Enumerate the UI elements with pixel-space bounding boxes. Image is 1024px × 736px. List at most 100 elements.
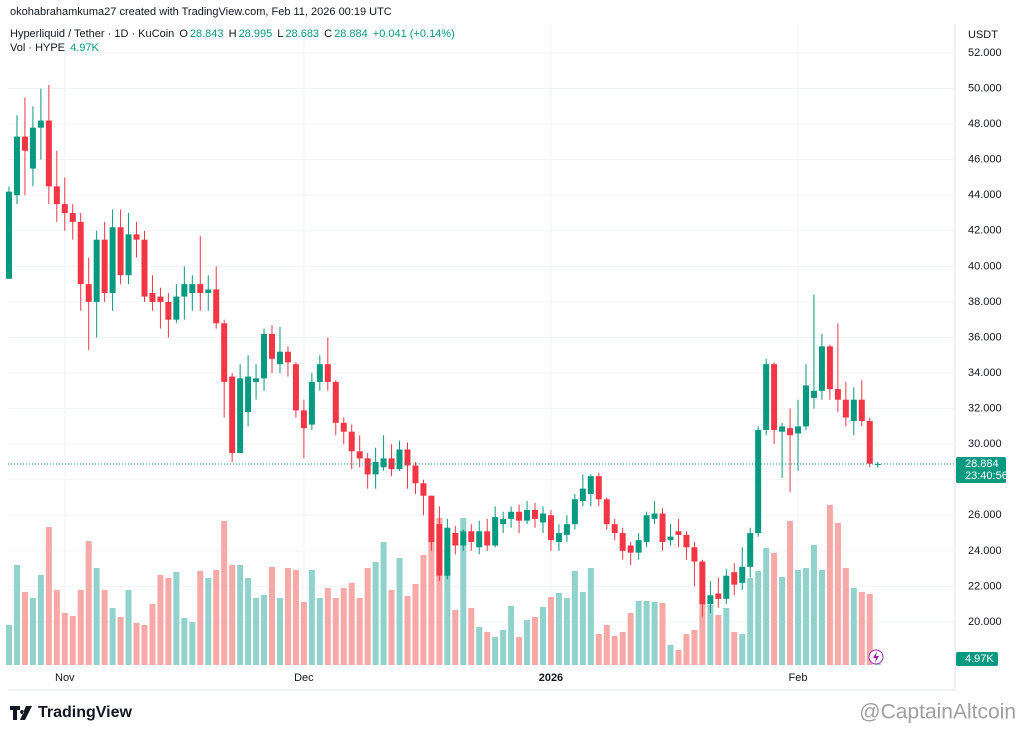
volume-bar bbox=[229, 564, 236, 665]
volume-bar bbox=[619, 631, 626, 665]
candle-body bbox=[340, 422, 347, 432]
candle-body bbox=[659, 513, 666, 542]
candle-body bbox=[500, 518, 507, 525]
volume-bar bbox=[117, 617, 124, 665]
volume-bar bbox=[715, 614, 722, 665]
candle-body bbox=[404, 449, 411, 466]
candle-body bbox=[364, 458, 371, 475]
countdown: 23:40:56 bbox=[965, 470, 1008, 482]
volume-bar bbox=[61, 612, 68, 665]
x-tick-label: Nov bbox=[55, 672, 75, 684]
volume-bar bbox=[29, 597, 36, 665]
candle-body bbox=[85, 284, 92, 302]
y-tick-label: 48.000 bbox=[968, 118, 1002, 130]
volume-bar bbox=[803, 567, 809, 665]
volume-bar bbox=[460, 517, 467, 665]
candle-body bbox=[221, 323, 228, 382]
volume-legend: Vol · HYPE 4.97K bbox=[10, 42, 101, 54]
volume-bar bbox=[21, 591, 28, 665]
candle-body bbox=[37, 120, 44, 128]
volume-bar bbox=[508, 605, 515, 665]
tradingview-logo bbox=[10, 706, 32, 720]
candle-body bbox=[691, 547, 698, 562]
volume-bar bbox=[787, 520, 794, 665]
candle-body bbox=[316, 364, 323, 382]
candle-body bbox=[723, 575, 730, 599]
candle-body bbox=[508, 511, 515, 519]
candle-body bbox=[826, 346, 833, 390]
volume-bar bbox=[372, 561, 379, 665]
candle-body bbox=[771, 364, 778, 430]
candle-body bbox=[269, 333, 276, 359]
candle-body bbox=[69, 213, 76, 222]
volume-bar bbox=[444, 541, 451, 665]
candle-body bbox=[699, 561, 706, 605]
volume-bar bbox=[850, 587, 857, 665]
volume-bar bbox=[269, 566, 276, 665]
volume-bar bbox=[77, 589, 84, 665]
volume-bar bbox=[699, 602, 706, 665]
candle-body bbox=[101, 239, 108, 294]
volume-bar bbox=[707, 604, 714, 665]
y-tick-label: 24.000 bbox=[968, 545, 1002, 557]
candle-body bbox=[396, 449, 403, 470]
candle-body bbox=[428, 495, 435, 542]
volume-bar bbox=[532, 617, 539, 665]
volume-bar bbox=[197, 570, 204, 665]
candle-body bbox=[53, 186, 60, 205]
candle-body bbox=[715, 593, 722, 599]
volume-bar bbox=[45, 526, 52, 665]
y-tick-label: 26.000 bbox=[968, 509, 1002, 521]
volume-bar bbox=[157, 574, 164, 665]
candle-body bbox=[117, 227, 124, 276]
candle-body bbox=[858, 399, 865, 422]
candle-body bbox=[253, 378, 260, 382]
volume-bar bbox=[380, 541, 387, 665]
candle-body bbox=[810, 390, 817, 398]
price-tag-value: 28.884 bbox=[965, 458, 999, 470]
candle-body bbox=[412, 465, 419, 484]
volume-bar bbox=[476, 627, 483, 665]
candle-body bbox=[763, 364, 770, 430]
y-tick-label: 30.000 bbox=[968, 438, 1002, 450]
vol-value: 4.97K bbox=[70, 42, 99, 54]
volume-bar bbox=[866, 593, 873, 665]
legend: Hyperliquid / Tether · 1D · KuCoin O 28.8… bbox=[10, 28, 457, 40]
volume-bar bbox=[611, 635, 618, 665]
candle-body bbox=[683, 534, 690, 548]
volume-bar bbox=[412, 583, 419, 665]
volume-bar bbox=[659, 602, 666, 665]
volume-bar bbox=[316, 597, 323, 665]
candle-body bbox=[13, 136, 20, 196]
volume-bar bbox=[348, 582, 355, 665]
volume-bar bbox=[858, 591, 865, 665]
volume-bar bbox=[181, 617, 188, 665]
price-tag bbox=[956, 457, 1006, 484]
change: +0.041 (+0.14%) bbox=[372, 28, 455, 40]
candle-body bbox=[707, 595, 714, 605]
candle-body bbox=[141, 239, 148, 297]
candle-body bbox=[21, 136, 28, 151]
candle-body bbox=[539, 513, 546, 523]
volume-bar bbox=[261, 594, 268, 665]
volume-bar bbox=[276, 597, 283, 665]
candle-body bbox=[563, 524, 570, 535]
volume-bar bbox=[125, 589, 132, 665]
volume-bar bbox=[651, 601, 658, 665]
volume-bar bbox=[300, 601, 307, 665]
candle-body bbox=[29, 127, 36, 169]
candle-body bbox=[388, 458, 395, 470]
o-label: O bbox=[179, 28, 188, 40]
candle-body bbox=[308, 381, 315, 425]
volume-bar bbox=[308, 569, 315, 665]
volume-bar bbox=[13, 564, 20, 665]
volume-bar bbox=[420, 554, 427, 665]
candle-body bbox=[173, 296, 180, 320]
volume-bar bbox=[539, 607, 546, 665]
volume-bar bbox=[667, 644, 674, 665]
candle-body bbox=[213, 289, 220, 324]
symbol[interactable]: Hyperliquid / Tether · 1D · KuCoin bbox=[10, 28, 175, 40]
volume-bar bbox=[563, 597, 570, 665]
candle-body bbox=[197, 284, 204, 294]
